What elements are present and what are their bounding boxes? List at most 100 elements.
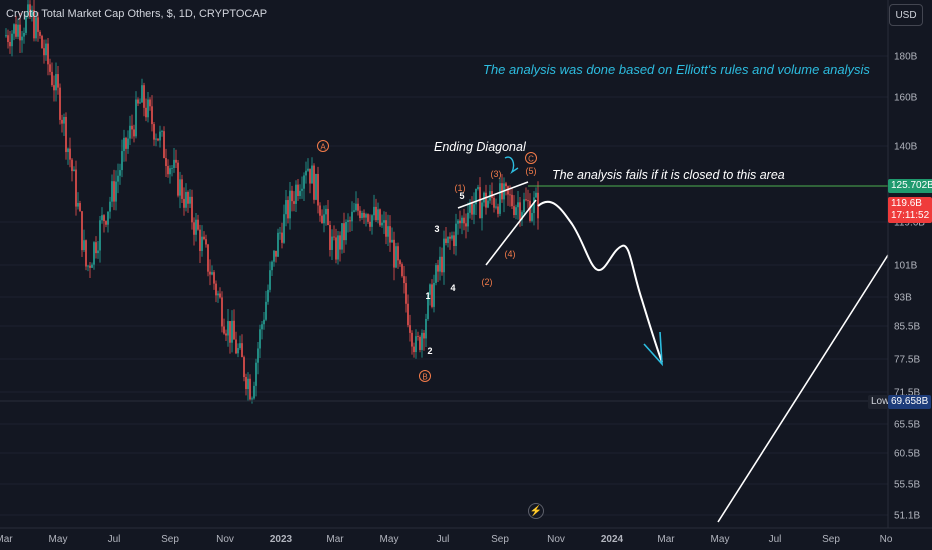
candle-body xyxy=(493,197,495,208)
candle-body xyxy=(237,348,239,354)
x-tick-label: Sep xyxy=(822,534,840,545)
candle-body xyxy=(369,221,371,227)
candle-body xyxy=(299,190,301,197)
candle-body xyxy=(395,246,397,268)
candle-body xyxy=(419,336,421,350)
candle-body xyxy=(177,162,179,196)
candle-body xyxy=(221,297,223,327)
candle-body xyxy=(315,173,317,200)
candle-body xyxy=(311,165,313,184)
candle-body xyxy=(201,236,203,251)
y-tick-label: 101B xyxy=(894,261,918,272)
candle-body xyxy=(457,220,459,224)
candle-body xyxy=(197,219,199,230)
candle-body xyxy=(239,343,241,349)
candle-body xyxy=(505,183,507,187)
candle-body xyxy=(39,31,41,36)
candle-body xyxy=(47,43,49,65)
wave-label: (2) xyxy=(482,277,493,287)
candle-body xyxy=(223,326,225,334)
candle-body xyxy=(133,129,135,137)
candle-body xyxy=(333,236,335,238)
candle-body xyxy=(31,10,33,18)
candle-body xyxy=(107,211,109,225)
lightning-icon[interactable]: ⚡ xyxy=(528,503,544,519)
candle-body xyxy=(57,74,59,88)
candle-body xyxy=(359,210,361,219)
candle-body xyxy=(405,283,407,304)
candle-body xyxy=(35,17,37,39)
currency-button[interactable]: USD xyxy=(889,4,923,26)
wave-label: 5 xyxy=(459,191,464,201)
candle-body xyxy=(65,116,67,153)
candle-body xyxy=(165,157,167,167)
candles xyxy=(5,0,539,404)
candle-body xyxy=(339,235,341,250)
candle-body xyxy=(529,200,531,221)
candle-body xyxy=(413,346,415,353)
candle-body xyxy=(247,378,249,389)
y-tick-label: 77.5B xyxy=(894,355,920,366)
candle-body xyxy=(459,220,461,224)
candle-body xyxy=(303,175,305,189)
candle-body xyxy=(59,87,61,120)
diagonal-upper-line xyxy=(457,181,529,209)
candle-body xyxy=(449,236,451,239)
wave-label: 2 xyxy=(427,346,432,356)
candle-body xyxy=(37,17,39,32)
candle-body xyxy=(203,236,205,240)
candle-body xyxy=(361,212,363,219)
candle-body xyxy=(187,192,189,204)
candle-body xyxy=(453,235,455,247)
candle-body xyxy=(357,203,359,211)
candle-body xyxy=(307,168,309,171)
candle-body xyxy=(277,232,279,257)
candle-body xyxy=(341,223,343,250)
candle-body xyxy=(127,138,129,149)
candle-body xyxy=(7,35,9,43)
candle-body xyxy=(349,220,351,222)
candle-body xyxy=(321,215,323,224)
candle-body xyxy=(475,188,477,205)
candle-body xyxy=(399,260,401,265)
candle-body xyxy=(51,71,53,86)
symbol-title[interactable]: Crypto Total Market Cap Others, $, 1D, C… xyxy=(6,8,268,20)
countdown-timer: 17:11:52 xyxy=(891,210,930,221)
candle-body xyxy=(91,264,93,268)
candle-body xyxy=(115,181,117,202)
candle-body xyxy=(327,208,329,226)
wave-label: 1 xyxy=(425,291,430,301)
y-tick-label: 51.1B xyxy=(894,511,920,522)
candle-body xyxy=(293,201,295,204)
candle-body xyxy=(185,192,187,208)
candle-body xyxy=(253,385,255,399)
time-axis: Mar May Jul Sep Nov 2023 Mar May Jul Sep Nov 2024 Ma… xyxy=(0,534,893,545)
wave-label: C xyxy=(528,155,534,164)
candle-body xyxy=(329,225,331,250)
x-tick-label: 2024 xyxy=(601,534,624,545)
candle-body xyxy=(481,202,483,219)
candle-body xyxy=(375,206,377,221)
candle-body xyxy=(97,250,99,254)
candle-body xyxy=(433,282,435,307)
wave-label: B xyxy=(422,373,427,382)
wave-label: A xyxy=(320,143,326,152)
candle-body xyxy=(265,301,267,320)
x-tick-label: Nov xyxy=(547,534,565,545)
candle-body xyxy=(43,48,45,56)
candle-body xyxy=(515,207,517,216)
candle-body xyxy=(69,148,71,160)
candle-body xyxy=(267,289,269,302)
candle-body xyxy=(171,167,173,169)
candle-body xyxy=(441,256,443,273)
x-tick-label: Mar xyxy=(326,534,344,545)
candle-body xyxy=(463,217,465,224)
candle-body xyxy=(527,200,529,202)
candle-body xyxy=(85,240,87,267)
candle-body xyxy=(263,319,265,325)
candle-body xyxy=(121,151,123,171)
candle-body xyxy=(137,99,139,104)
candle-body xyxy=(497,206,499,214)
candle-body xyxy=(439,256,441,272)
